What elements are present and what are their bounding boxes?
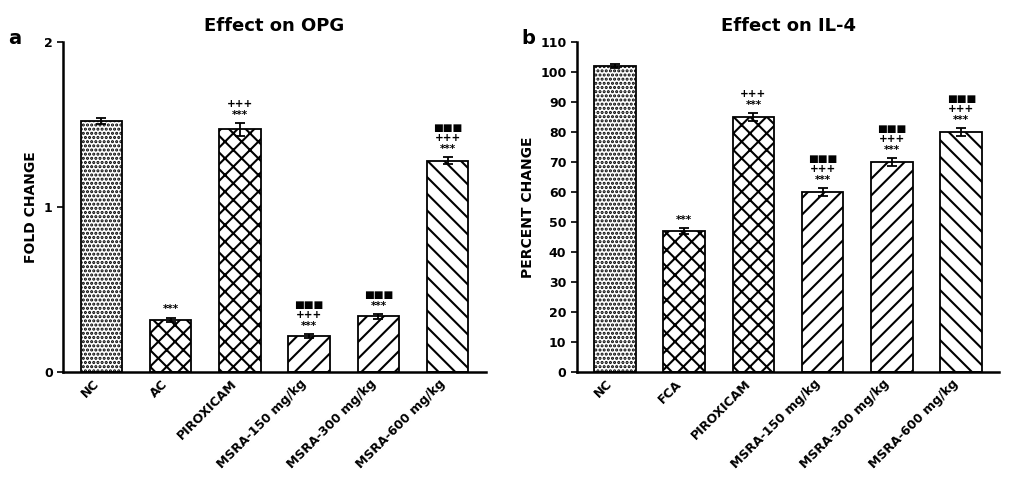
Text: +++: +++ (435, 133, 461, 143)
Y-axis label: PERCENT CHANGE: PERCENT CHANGE (520, 136, 534, 278)
Bar (594, 66, 636, 372)
Bar (149, 320, 191, 372)
Text: ***: *** (953, 115, 969, 125)
Bar (663, 231, 705, 372)
Bar (219, 129, 261, 372)
Text: +++: +++ (296, 310, 322, 320)
Y-axis label: FOLD CHANGE: FOLD CHANGE (24, 151, 39, 263)
Text: ***: *** (676, 215, 692, 225)
Text: ■■■: ■■■ (295, 300, 324, 310)
Text: +++: +++ (741, 89, 766, 99)
Bar (358, 316, 399, 372)
Bar (802, 192, 843, 372)
Text: +++: +++ (879, 134, 905, 144)
Text: ***: *** (815, 175, 831, 185)
Bar (733, 117, 774, 372)
Text: ***: *** (884, 145, 900, 155)
Bar (871, 162, 912, 372)
Text: ***: *** (301, 321, 317, 331)
Text: ***: *** (746, 100, 761, 110)
Title: Effect on IL-4: Effect on IL-4 (720, 17, 855, 35)
Text: ■■■: ■■■ (433, 123, 462, 133)
Text: ***: *** (440, 144, 456, 154)
Text: ***: *** (371, 301, 386, 310)
Title: Effect on OPG: Effect on OPG (204, 17, 344, 35)
Text: ***: *** (163, 305, 179, 314)
Text: a: a (8, 29, 21, 47)
Bar (941, 132, 982, 372)
Text: ■■■: ■■■ (878, 124, 906, 134)
Bar (289, 336, 330, 372)
Text: ■■■: ■■■ (364, 290, 393, 300)
Bar (427, 161, 468, 372)
Text: b: b (522, 29, 535, 47)
Text: +++: +++ (810, 164, 836, 174)
Text: ■■■: ■■■ (947, 94, 975, 104)
Text: ■■■: ■■■ (808, 154, 837, 164)
Text: +++: +++ (227, 99, 253, 109)
Bar (80, 121, 122, 372)
Text: ***: *** (232, 110, 248, 120)
Text: +++: +++ (948, 104, 974, 114)
